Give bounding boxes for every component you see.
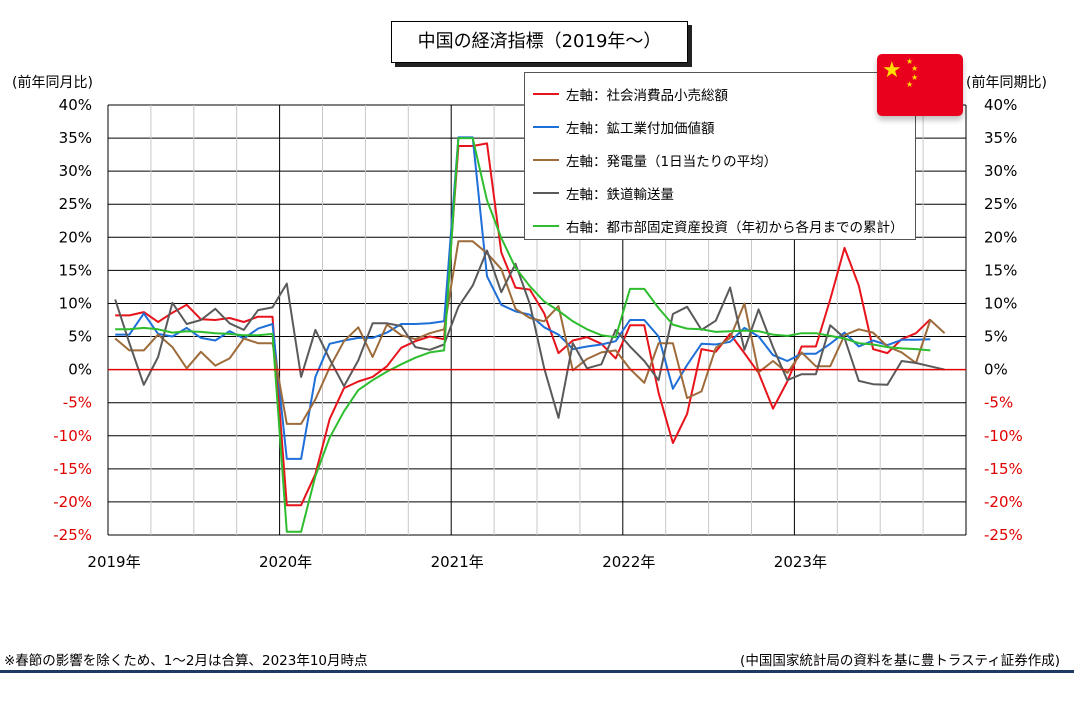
left-tick-label: -20%	[53, 493, 92, 511]
series-line-rail	[114, 249, 945, 419]
right-axis-unit: (前年同期比)	[966, 75, 1047, 91]
left-tick-label: 35%	[59, 129, 92, 147]
legend-swatch-power	[533, 158, 559, 161]
right-tick-label: -10%	[984, 427, 1023, 445]
left-tick-label: -25%	[53, 526, 92, 544]
footnote-left: ※春節の影響を除くため、1～2月は合算、2023年10月時点	[4, 653, 368, 669]
right-tick-label: -25%	[984, 526, 1023, 544]
x-tick-label: 2021年	[431, 553, 484, 571]
left-tick-label: -10%	[53, 427, 92, 445]
right-tick-label: -5%	[984, 394, 1013, 412]
x-tick-label: 2023年	[774, 553, 827, 571]
left-tick-label: 25%	[59, 195, 92, 213]
left-tick-label: 10%	[59, 294, 92, 312]
right-tick-label: 0%	[984, 361, 1008, 379]
legend-item-industrial: 左軸：鉱工業付加価値額	[525, 110, 915, 143]
left-tick-label: -15%	[53, 460, 92, 478]
left-tick-label: 40%	[59, 96, 92, 114]
china-flag-icon: ★ ★ ★ ★ ★	[877, 54, 963, 116]
left-tick-label: 5%	[68, 328, 92, 346]
left-tick-label: 30%	[59, 162, 92, 180]
x-tick-label: 2022年	[602, 553, 655, 571]
legend-item-fai: 右軸：都市部固定資産投資（年初から各月までの累計）	[525, 209, 915, 242]
legend-item-retail: 左軸：社会消費品小売総額	[525, 77, 915, 110]
right-tick-label: 15%	[984, 261, 1017, 279]
series-lines	[114, 136, 946, 533]
left-tick-label: -5%	[63, 394, 92, 412]
legend-item-rail: 左軸：鉄道輸送量	[525, 176, 915, 209]
legend-swatch-rail	[533, 191, 559, 194]
right-tick-label: 25%	[984, 195, 1017, 213]
series-line-fai	[115, 137, 931, 533]
right-tick-label: 10%	[984, 294, 1017, 312]
axes: 40% 40% 35% 35% 30% 30% 25% 25% 20% 20% 15% 15% 10% 1…	[53, 96, 1023, 571]
right-tick-label: 20%	[984, 228, 1017, 246]
right-tick-label: -20%	[984, 493, 1023, 511]
legend-label-industrial: 左軸：鉱工業付加価値額	[566, 120, 715, 137]
legend-label-retail: 左軸：社会消費品小売総額	[566, 87, 728, 104]
right-tick-label: -15%	[984, 460, 1023, 478]
left-tick-label: 15%	[59, 261, 92, 279]
legend-swatch-industrial	[533, 125, 559, 128]
left-tick-label: 20%	[59, 228, 92, 246]
right-tick-label: 5%	[984, 328, 1008, 346]
legend-item-power: 左軸：発電量（1日当たりの平均）	[525, 143, 915, 176]
x-tick-label: 2020年	[259, 553, 312, 571]
legend-swatch-retail	[533, 92, 559, 95]
legend-label-power: 左軸：発電量（1日当たりの平均）	[566, 153, 778, 170]
chart-title: 中国の経済指標（2019年～）	[391, 21, 688, 63]
series-line-power	[114, 240, 946, 425]
left-axis-unit: (前年同月比)	[12, 75, 93, 91]
right-tick-label: 35%	[984, 129, 1017, 147]
legend-label-rail: 左軸：鉄道輸送量	[566, 186, 674, 203]
footnote-right: (中国国家統計局の資料を基に豊トラスティ証券作成)	[740, 653, 1060, 669]
x-tick-label: 2019年	[87, 553, 140, 571]
legend: 左軸：社会消費品小売総額 左軸：鉱工業付加価値額 左軸：発電量（1日当たりの平均…	[524, 72, 916, 240]
legend-label-fai: 右軸：都市部固定資産投資（年初から各月までの累計）	[566, 219, 904, 236]
right-tick-label: 30%	[984, 162, 1017, 180]
right-tick-label: 40%	[984, 96, 1017, 114]
left-tick-label: 0%	[68, 361, 92, 379]
bottom-accent-bar	[0, 670, 1074, 673]
legend-swatch-fai	[533, 224, 559, 227]
grid	[107, 104, 967, 536]
